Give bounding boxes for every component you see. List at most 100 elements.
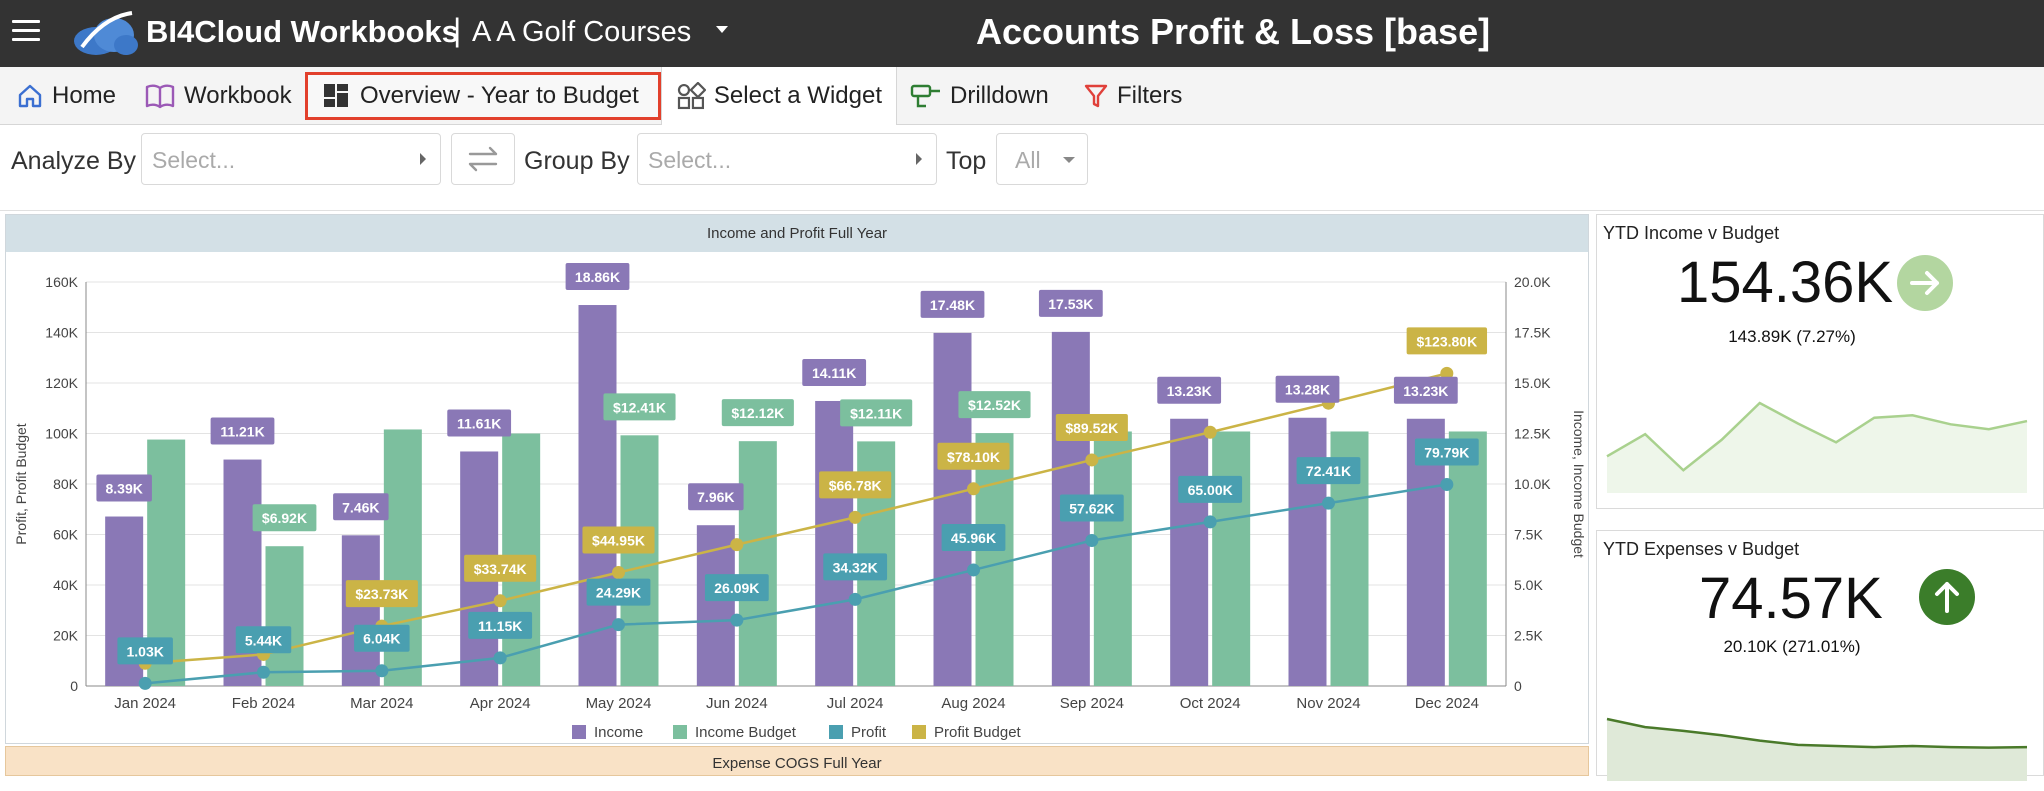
x-tick-label: Mar 2024 <box>350 695 413 712</box>
profit-budget-data-label-bg <box>1406 327 1488 355</box>
analyze-by-select[interactable]: Select... <box>141 133 441 185</box>
profit-budget-point <box>493 594 507 608</box>
app-header: BI4Cloud Workbooks | A A Golf Courses Ac… <box>0 0 2044 67</box>
x-tick-label: Nov 2024 <box>1296 695 1360 712</box>
income-data-label-bg <box>688 483 744 511</box>
profit-data-label: 45.96K <box>951 530 996 546</box>
profit-data-label-bg <box>354 624 410 652</box>
profit-data-label-bg <box>468 611 533 639</box>
income-bar <box>341 535 380 686</box>
income-bar <box>933 332 972 686</box>
x-tick-label: May 2024 <box>586 695 652 712</box>
y-right-tick-label: 20.0K <box>1514 274 1551 290</box>
chevron-right-icon <box>916 153 922 165</box>
profit-budget-data-label: $123.80K <box>1416 333 1477 349</box>
drill-icon <box>910 84 940 108</box>
y-right-tick-label: 5.0K <box>1514 577 1543 593</box>
page-title: Accounts Profit & Loss [base] <box>976 11 1491 52</box>
nav-home-label: Home <box>52 82 117 109</box>
profit-point <box>848 592 862 606</box>
profit-point <box>138 676 152 690</box>
filter-bar: Analyze By Select... Group By Select... … <box>0 125 2044 211</box>
income-data-label: 8.39K <box>105 481 142 497</box>
y-left-tick-label: 40K <box>53 577 79 593</box>
income-bar <box>578 305 617 686</box>
profit-budget-data-label: $33.74K <box>474 561 527 577</box>
profit-point <box>1085 534 1099 548</box>
y-right-tick-label: 12.5K <box>1514 426 1551 442</box>
cloud-logo-icon <box>74 11 138 55</box>
x-tick-label: Jul 2024 <box>827 695 884 712</box>
top-label: Top <box>946 147 987 175</box>
group-by-select[interactable]: Select... <box>637 133 937 185</box>
income-data-label-bg <box>333 493 389 521</box>
income-data-label: 18.86K <box>575 269 620 285</box>
income-budget-bar <box>975 433 1014 686</box>
profit-budget-data-label: $23.73K <box>355 586 408 602</box>
profit-budget-data-label-bg <box>345 580 418 608</box>
legend-item: Income <box>594 724 643 741</box>
brand-name: BI4Cloud Workbooks <box>146 14 459 49</box>
dashboard-icon <box>324 84 348 107</box>
profit-point <box>1440 478 1454 492</box>
income-profit-chart-panel: Income and Profit Full Year 0 20K 40K 60K 80… <box>5 214 1589 744</box>
profit-data-label-bg <box>235 626 292 654</box>
profit-data-label: 34.32K <box>833 559 878 575</box>
kpi-expenses-sparkline <box>1606 717 2028 781</box>
income-budget-data-label: $12.41K <box>613 399 666 415</box>
nav-home[interactable]: Home <box>16 72 116 120</box>
profit-data-label: 65.00K <box>1188 482 1233 498</box>
chevron-right-icon <box>420 153 426 165</box>
profit-data-label: 79.79K <box>1424 445 1469 461</box>
top-select[interactable]: All <box>996 133 1088 185</box>
arrow-right-icon <box>1897 255 1953 311</box>
profit-data-label-bg <box>1178 475 1243 503</box>
profit-budget-data-label: $66.78K <box>829 477 882 493</box>
y-left-tick-label: 120K <box>45 375 78 391</box>
profit-data-label: 26.09K <box>714 580 759 596</box>
profit-budget-point <box>848 510 862 524</box>
profit-budget-data-label-bg <box>464 554 537 582</box>
profit-data-label: 57.62K <box>1069 501 1114 517</box>
y-right-tick-label: 15.0K <box>1514 375 1551 391</box>
company-dropdown-icon[interactable] <box>716 26 728 33</box>
nav-workbook[interactable]: Workbook <box>144 72 292 120</box>
income-data-label-bg <box>565 263 630 291</box>
income-budget-data-label-bg <box>252 504 317 532</box>
income-budget-data-label: $6.92K <box>262 510 307 526</box>
menu-icon[interactable] <box>12 20 40 44</box>
income-bar <box>1170 418 1209 686</box>
profit-budget-point <box>612 566 625 580</box>
profit-budget-point <box>1085 453 1099 467</box>
top-value: All <box>1015 147 1041 173</box>
profit-point <box>375 664 389 678</box>
profit-budget-data-label: $78.10K <box>947 449 1000 465</box>
swap-button[interactable] <box>451 133 515 185</box>
nav-overview[interactable]: Overview - Year to Budget <box>305 72 661 120</box>
x-tick-label: Aug 2024 <box>941 695 1005 712</box>
profit-point <box>1203 515 1217 529</box>
profit-data-label: 11.15K <box>478 618 522 634</box>
kpi-income-card[interactable]: YTD Income v Budget 154.36K 143.89K (7.2… <box>1596 214 2044 509</box>
income-budget-data-label-bg <box>603 393 676 421</box>
profit-budget-data-label-bg <box>582 526 655 554</box>
y-right-tick-label: 7.5K <box>1514 527 1543 543</box>
x-tick-label: Feb 2024 <box>232 695 295 712</box>
group-by-label: Group By <box>524 147 630 175</box>
x-tick-label: Jan 2024 <box>114 695 176 712</box>
kpi-expenses-card[interactable]: YTD Expenses v Budget 74.57K 20.10K (271… <box>1596 530 2044 781</box>
nav-select-widget[interactable]: Select a Widget <box>661 67 897 125</box>
income-budget-data-label-bg <box>840 399 913 427</box>
legend-swatch <box>829 725 843 739</box>
profit-budget-point <box>1203 425 1217 439</box>
y-left-tick-label: 20K <box>53 628 79 644</box>
legend-item: Income Budget <box>695 724 797 741</box>
sparkline-area <box>1607 403 2027 493</box>
y-right-axis-title: Income, Income Budget <box>1571 410 1587 558</box>
analyze-by-label: Analyze By <box>11 147 137 175</box>
income-data-label: 7.96K <box>697 489 734 505</box>
income-data-label: 17.53K <box>1048 296 1093 312</box>
nav-filters[interactable]: Filters <box>1083 72 1182 120</box>
nav-drilldown[interactable]: Drilldown <box>910 72 1049 120</box>
legend-item: Profit Budget <box>934 724 1022 741</box>
